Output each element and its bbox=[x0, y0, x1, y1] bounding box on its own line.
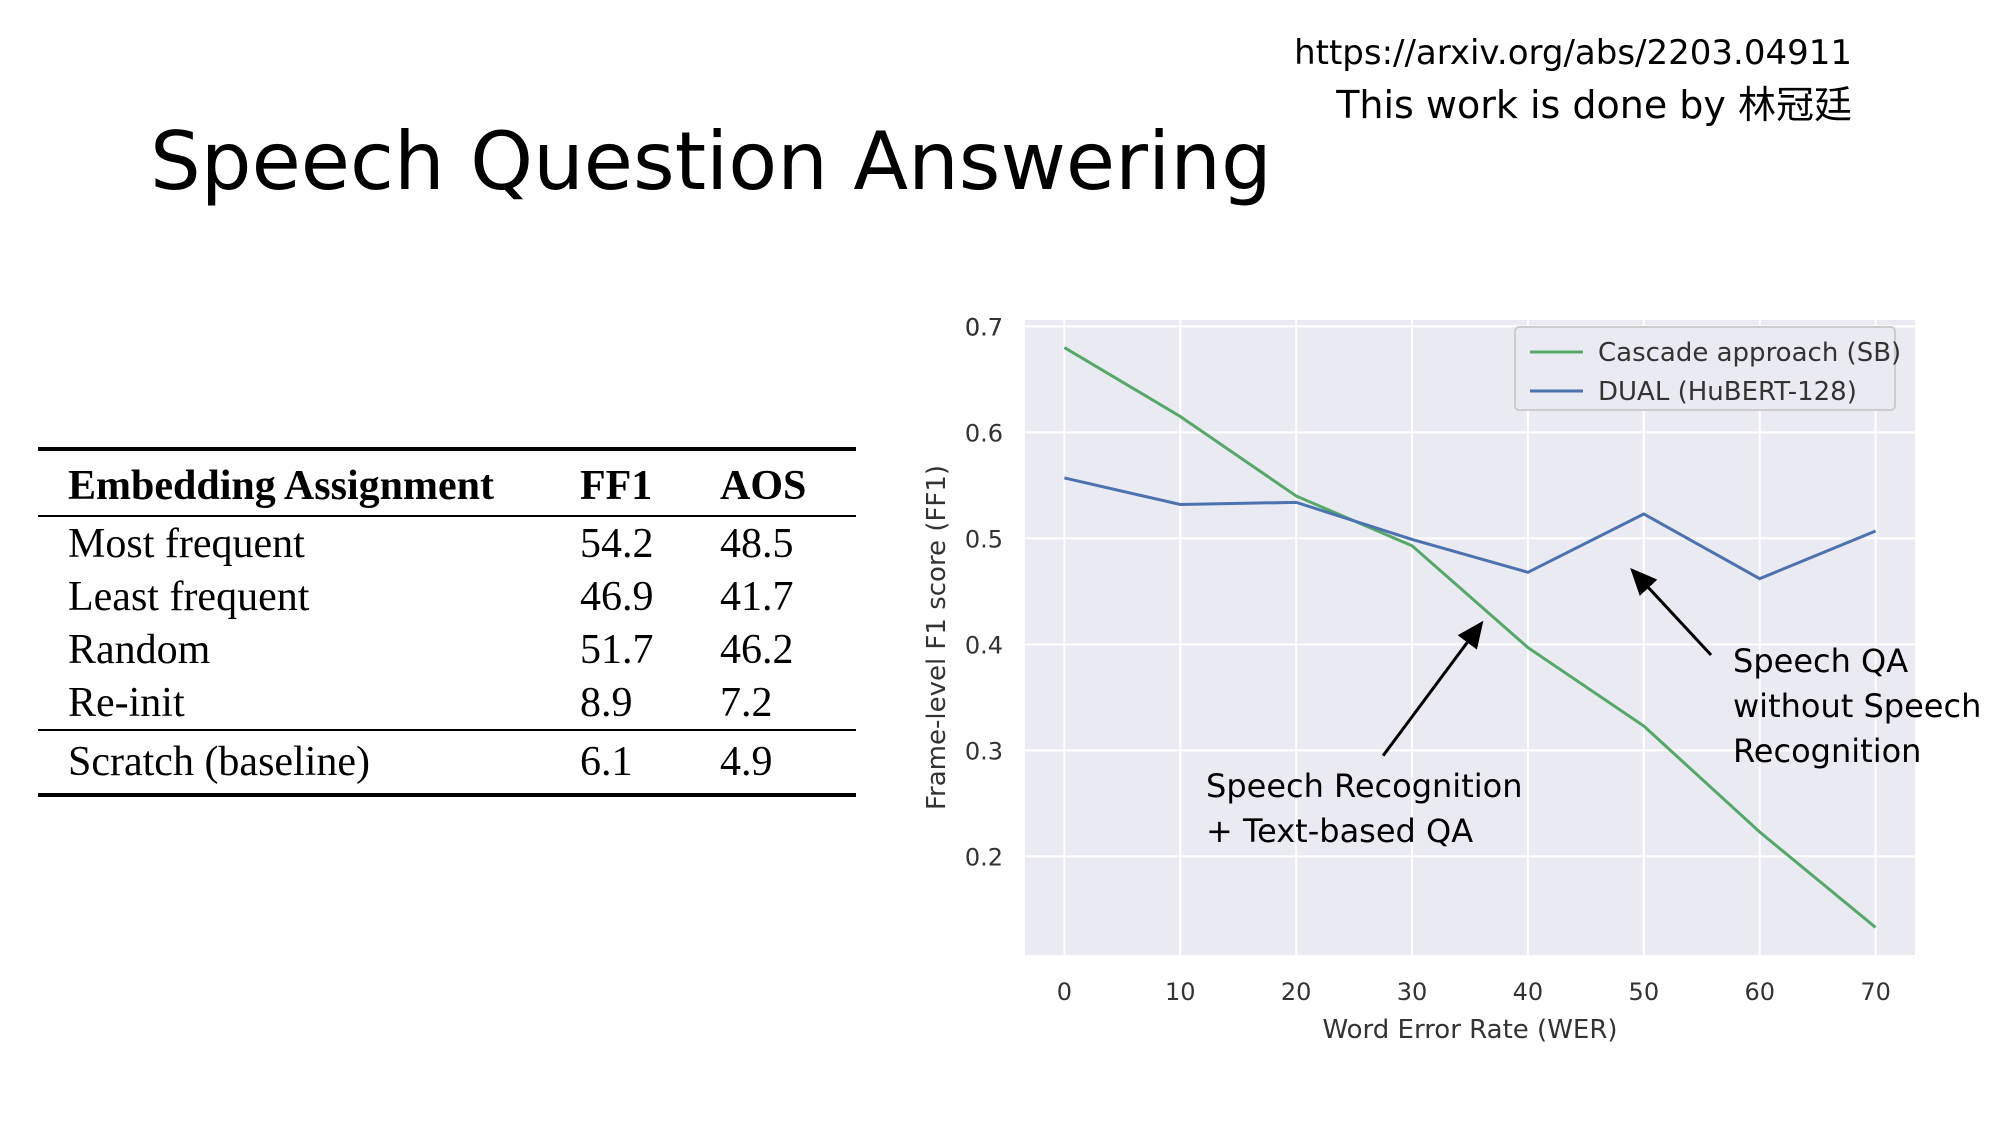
row-ff1: 8.9 bbox=[580, 679, 633, 726]
row-ff1: 46.9 bbox=[580, 573, 654, 620]
series-line-dual bbox=[1064, 476, 1877, 581]
y-tick-label: 0.7 bbox=[965, 313, 1003, 341]
row-ff1: 51.7 bbox=[580, 626, 654, 673]
row-aos: 7.2 bbox=[720, 679, 773, 726]
table-header-row: Embedding Assignment FF1 AOS bbox=[38, 449, 856, 517]
annotation-arrow-dual bbox=[1630, 567, 1713, 657]
y-tick-label: 0.2 bbox=[965, 843, 1003, 871]
x-tick-label: 20 bbox=[1281, 978, 1312, 1006]
y-axis-label: Frame-level F1 score (FF1) bbox=[922, 465, 952, 810]
annotation-line: Recognition bbox=[1733, 732, 1922, 770]
row-aos: 46.2 bbox=[720, 626, 794, 673]
header-ff1: FF1 bbox=[580, 449, 720, 517]
table-row: Random 51.7 46.2 bbox=[38, 623, 856, 676]
legend-label-dual: DUAL (HuBERT-128) bbox=[1598, 377, 1857, 407]
annotation-line: Speech QA bbox=[1733, 642, 1909, 680]
series-line-cascade bbox=[1063, 346, 1877, 929]
annotation-arrows bbox=[1381, 567, 1713, 757]
annotation-dual: Speech QA without Speech Recognition bbox=[1733, 639, 1981, 774]
x-axis-label: Word Error Rate (WER) bbox=[1322, 1015, 1617, 1045]
x-tick-label: 60 bbox=[1744, 978, 1775, 1006]
legend-label-cascade: Cascade approach (SB) bbox=[1598, 338, 1901, 368]
row-aos: 41.7 bbox=[720, 573, 794, 620]
row-ff1: 54.2 bbox=[580, 520, 654, 567]
source-url[interactable]: https://arxiv.org/abs/2203.04911 bbox=[1294, 33, 1852, 73]
credit-text: This work is done by 林冠廷 bbox=[1336, 83, 1852, 127]
x-tick-label: 30 bbox=[1397, 978, 1428, 1006]
slide-title: Speech Question Answering bbox=[150, 115, 1272, 208]
header-aos: AOS bbox=[720, 449, 856, 517]
annotation-line: Speech Recognition bbox=[1206, 767, 1523, 805]
row-aos: 48.5 bbox=[720, 520, 794, 567]
table-row: Most frequent 54.2 48.5 bbox=[38, 516, 856, 570]
y-tick-label: 0.5 bbox=[965, 525, 1003, 553]
row-label: Re-init bbox=[68, 679, 185, 726]
x-tick-label: 0 bbox=[1057, 978, 1072, 1006]
x-tick-label: 50 bbox=[1629, 978, 1660, 1006]
row-label: Least frequent bbox=[68, 573, 310, 620]
annotation-arrow-cascade bbox=[1381, 620, 1484, 757]
table-row: Re-init 8.9 7.2 bbox=[38, 676, 856, 730]
annotation-line: without Speech bbox=[1733, 687, 1982, 725]
row-label: Most frequent bbox=[68, 520, 305, 567]
row-ff1: 6.1 bbox=[580, 729, 720, 795]
x-tick-label: 70 bbox=[1860, 978, 1891, 1006]
legend-box bbox=[1514, 326, 1896, 411]
y-tick-label: 0.6 bbox=[965, 419, 1003, 447]
table-row: Least frequent 46.9 41.7 bbox=[38, 570, 856, 623]
y-tick-label: 0.7 bbox=[965, 313, 1003, 341]
y-tick-label: 0.4 bbox=[965, 631, 1003, 659]
legend: Cascade approach (SB) DUAL (HuBERT-128) bbox=[1514, 326, 1901, 411]
x-tick-label: 40 bbox=[1513, 978, 1544, 1006]
y-tick-label: 0.3 bbox=[965, 737, 1003, 765]
x-tick-label: 10 bbox=[1165, 978, 1196, 1006]
axis-ticks: 0 10 20 30 40 50 60 700.20.30.40.50.60.70.7 bbox=[965, 313, 1891, 1006]
row-aos: 4.9 bbox=[720, 729, 856, 795]
series-layer bbox=[1063, 346, 1877, 929]
annotation-cascade: Speech Recognition + Text-based QA bbox=[1206, 764, 1522, 854]
annotation-line: + Text-based QA bbox=[1206, 812, 1474, 850]
header-embedding-assignment: Embedding Assignment bbox=[38, 449, 580, 517]
row-label: Random bbox=[68, 626, 211, 673]
line-chart: 0 10 20 30 40 50 60 700.20.30.40.50.60.70.7 Wor… bbox=[922, 313, 1915, 1045]
row-label: Scratch (baseline) bbox=[38, 729, 580, 795]
baseline-row: Scratch (baseline) 6.1 4.9 bbox=[38, 729, 856, 795]
results-table: Embedding Assignment FF1 AOS Most freque… bbox=[38, 447, 856, 797]
